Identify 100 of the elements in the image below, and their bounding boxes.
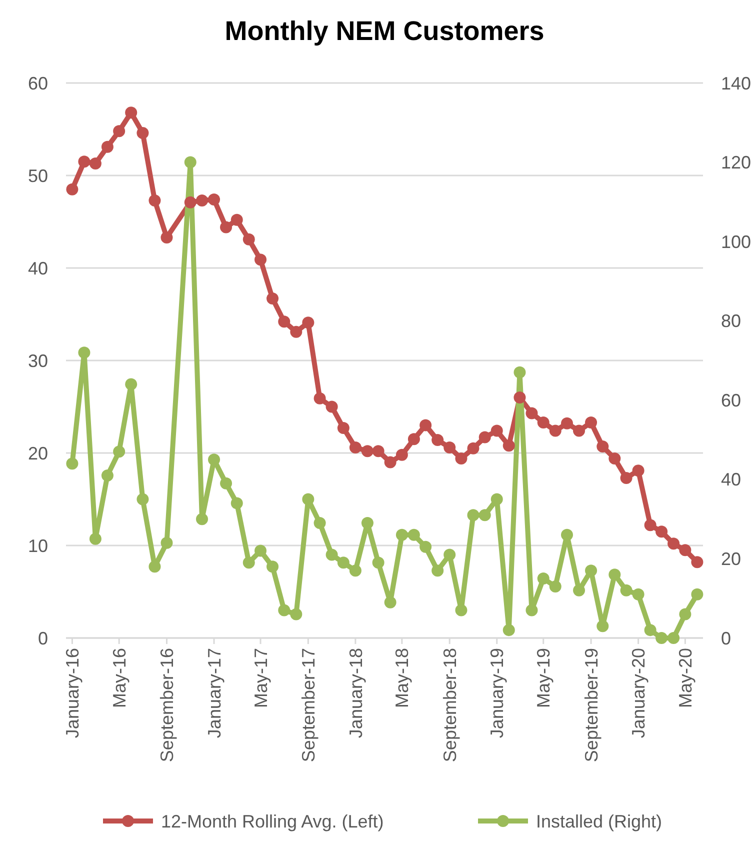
point [502, 440, 515, 452]
point [113, 125, 126, 138]
y-tick-label: 10 [28, 536, 48, 556]
point [585, 416, 598, 428]
point [668, 538, 680, 550]
point [160, 231, 173, 244]
point [644, 519, 656, 532]
point [89, 532, 102, 545]
point [266, 560, 279, 573]
point [125, 106, 138, 119]
point [573, 584, 586, 596]
point [549, 424, 562, 437]
point [254, 544, 267, 557]
point [384, 596, 396, 608]
point [691, 588, 704, 600]
x-tick-label: January-16 [62, 648, 82, 738]
point [490, 493, 503, 506]
x-tick-label: September-18 [440, 648, 460, 762]
point [537, 416, 550, 428]
point [432, 564, 444, 577]
chart-title: Monthly NEM Customers [224, 16, 544, 46]
y2-tick-label: 20 [721, 549, 742, 570]
point [608, 452, 621, 465]
point [549, 580, 562, 592]
point [478, 431, 491, 444]
point [573, 424, 586, 437]
point [230, 497, 243, 510]
point [455, 452, 468, 465]
x-tick-label: January-18 [346, 648, 366, 738]
point [478, 509, 491, 522]
point [455, 604, 468, 616]
x-tick-label: May-16 [109, 648, 130, 708]
point [608, 568, 621, 581]
point [620, 472, 632, 484]
point [679, 608, 692, 620]
point [101, 140, 114, 153]
point [113, 446, 126, 458]
point [78, 156, 90, 168]
point [290, 608, 302, 620]
point [561, 417, 573, 430]
point [349, 441, 362, 454]
point [632, 588, 644, 600]
point [396, 528, 408, 541]
y-tick-label: 0 [38, 628, 48, 648]
y2-tick-label: 0 [721, 628, 732, 648]
point [408, 433, 420, 446]
point [349, 564, 362, 577]
x-tick-label: January-20 [628, 648, 649, 738]
point [679, 544, 692, 556]
point [148, 194, 161, 206]
point [326, 400, 338, 413]
point [66, 458, 78, 470]
x-tick-label: May-20 [675, 648, 696, 708]
point [136, 126, 149, 139]
y-tick-label: 60 [28, 73, 48, 94]
point [242, 233, 255, 246]
point [196, 194, 208, 206]
point [208, 194, 220, 206]
point [656, 632, 668, 644]
point [396, 448, 408, 461]
point [502, 624, 515, 636]
x-tick-label: May-18 [392, 648, 412, 708]
point [220, 477, 232, 490]
point [561, 528, 573, 541]
y2-tick-label: 80 [721, 311, 742, 332]
y-tick-label: 40 [28, 258, 48, 278]
point [526, 407, 538, 420]
point [326, 548, 338, 561]
point [596, 440, 609, 453]
point [444, 441, 456, 454]
point [420, 419, 432, 432]
point [656, 526, 668, 538]
point [302, 493, 314, 506]
point [66, 183, 78, 196]
point [101, 469, 114, 482]
point [420, 540, 432, 553]
point [302, 316, 314, 329]
point [184, 156, 196, 168]
legend-label: Installed (Right) [536, 811, 662, 832]
point [254, 254, 267, 266]
point [644, 624, 656, 636]
point [361, 517, 374, 530]
point [136, 493, 149, 506]
x-tick-label: January-19 [487, 648, 508, 738]
point [467, 509, 480, 522]
point [290, 326, 302, 338]
point [691, 556, 704, 568]
point [372, 445, 384, 458]
point [208, 454, 220, 466]
y-tick-label: 20 [28, 443, 48, 464]
point [184, 196, 196, 208]
point [408, 528, 420, 541]
x-tick-label: May-17 [250, 648, 271, 708]
x-tick-label: September-19 [581, 648, 602, 762]
y2-tick-label: 140 [721, 73, 752, 94]
point [196, 513, 208, 526]
point [372, 556, 384, 569]
y2-tick-label: 100 [721, 232, 752, 252]
x-tick-label: September-17 [298, 648, 318, 762]
point [278, 604, 290, 616]
